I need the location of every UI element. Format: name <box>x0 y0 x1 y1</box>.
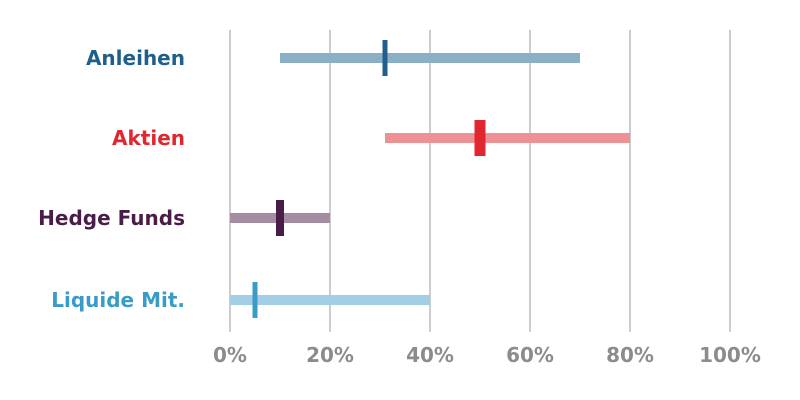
category-label-aktien: Aktien <box>112 126 185 150</box>
marker-liquide-mit <box>252 282 258 318</box>
category-label-liquide-mit: Liquide Mit. <box>51 288 185 312</box>
range-bar-liquide-mit <box>230 295 430 305</box>
category-labels: Anleihen Aktien Hedge Funds Liquide Mit. <box>38 46 185 312</box>
x-tick-label: 40% <box>406 343 454 367</box>
x-axis-tick-labels: 0% 20% 40% 60% 80% 100% <box>213 343 761 367</box>
marker-anleihen <box>382 40 388 76</box>
range-markers <box>252 40 486 318</box>
x-tick-label: 60% <box>506 343 554 367</box>
marker-hedge-funds <box>276 200 284 236</box>
marker-aktien <box>474 120 486 156</box>
range-bar-anleihen <box>280 53 580 63</box>
grid-lines <box>229 30 731 332</box>
x-tick-label: 20% <box>306 343 354 367</box>
range-bar-aktien <box>385 133 630 143</box>
x-tick-label: 100% <box>699 343 761 367</box>
category-label-anleihen: Anleihen <box>86 46 185 70</box>
x-tick-label: 0% <box>213 343 247 367</box>
category-label-hedge-funds: Hedge Funds <box>38 206 185 230</box>
x-tick-label: 80% <box>606 343 654 367</box>
